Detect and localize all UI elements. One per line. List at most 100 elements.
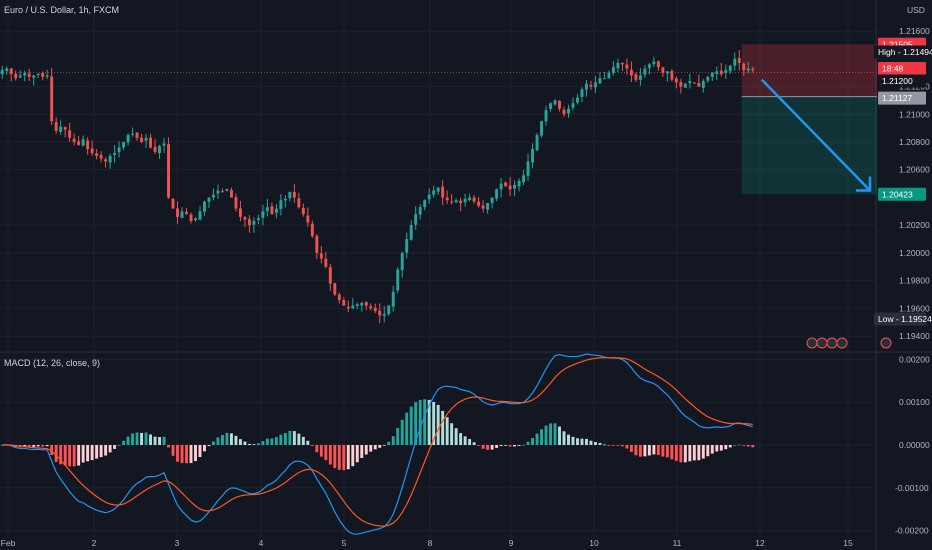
macd-panel xyxy=(0,353,755,535)
histogram-bar xyxy=(459,433,463,445)
candle-body xyxy=(346,306,350,309)
candle-body xyxy=(400,252,404,271)
histogram-bar xyxy=(490,445,494,450)
histogram-bar xyxy=(185,445,188,464)
histogram-bar xyxy=(683,445,687,463)
histogram-bar xyxy=(643,445,647,457)
histogram-bar xyxy=(378,445,382,448)
candle-body xyxy=(504,182,508,187)
histogram-bar xyxy=(346,445,350,470)
high-price-tag: High - 1.21494 xyxy=(878,47,932,57)
candle-body xyxy=(86,140,90,149)
candle-body xyxy=(81,139,85,146)
histogram-bar xyxy=(50,445,54,455)
histogram-bar xyxy=(176,445,179,462)
histogram-bar xyxy=(355,445,359,463)
price-tick-label: 1.20800 xyxy=(899,137,930,147)
histogram-bar xyxy=(400,419,404,445)
candle-body xyxy=(499,183,503,190)
histogram-bar xyxy=(72,445,76,467)
histogram-bar xyxy=(144,432,148,445)
histogram-bar xyxy=(104,445,108,456)
histogram-bar xyxy=(180,445,184,464)
candle-body xyxy=(414,214,418,225)
candle-body xyxy=(9,68,13,75)
time-tick-label: 10 xyxy=(589,538,599,548)
time-axis: Feb 2 3 4 5 8 9 10 11 12 15 xyxy=(1,538,853,548)
histogram-bar xyxy=(315,445,319,453)
histogram-bar xyxy=(701,445,705,459)
candle-body xyxy=(540,121,543,136)
histogram-bar xyxy=(270,438,274,445)
candle-body xyxy=(562,109,566,115)
histogram-bar xyxy=(746,445,750,447)
candle-body xyxy=(23,72,27,76)
candle-body xyxy=(468,197,472,201)
histogram-bar xyxy=(360,445,364,458)
candle-body xyxy=(531,148,535,163)
candle-body xyxy=(306,215,310,223)
histogram-bar xyxy=(369,445,373,452)
histogram-bar xyxy=(719,445,723,451)
event-flag-icon[interactable] xyxy=(806,337,818,349)
candle-body xyxy=(364,301,368,306)
signal-line xyxy=(2,356,753,527)
candle-body xyxy=(292,192,296,198)
candle-body xyxy=(140,137,144,143)
event-flag-icon[interactable] xyxy=(816,337,828,349)
candle-body xyxy=(454,200,458,203)
candle-body xyxy=(225,189,229,191)
candle-body xyxy=(104,159,108,162)
short-position-tool[interactable] xyxy=(0,44,877,195)
histogram-bar xyxy=(692,445,696,461)
histogram-bar xyxy=(274,437,278,445)
event-icons[interactable] xyxy=(806,337,892,349)
candle-body xyxy=(728,65,732,72)
target-price-tag-bg xyxy=(878,187,926,201)
histogram-bar xyxy=(737,444,741,446)
candle-body xyxy=(194,218,197,221)
candle-body xyxy=(576,97,579,103)
price-tick-label: 1.21000 xyxy=(899,109,930,119)
histogram-bar xyxy=(319,445,323,457)
histogram-bar xyxy=(301,436,305,445)
histogram-bar xyxy=(472,442,476,445)
histogram-bar xyxy=(576,438,579,445)
histogram-bar xyxy=(220,434,224,445)
time-tick-label: 5 xyxy=(342,538,347,548)
candle-body xyxy=(252,221,256,225)
histogram-bar xyxy=(391,436,395,445)
event-flag-icon[interactable] xyxy=(826,337,838,349)
histogram-bar xyxy=(95,445,99,459)
candle-body xyxy=(63,127,67,130)
candle-body xyxy=(522,175,526,183)
histogram-bar xyxy=(454,428,458,445)
event-flag-icon[interactable] xyxy=(836,337,848,349)
candle-body xyxy=(737,58,741,63)
histogram-bar xyxy=(113,445,117,449)
histogram-bar xyxy=(504,445,508,446)
histogram-bar xyxy=(310,445,314,446)
candle-body xyxy=(59,126,63,132)
candle-body xyxy=(436,187,440,192)
candle-body xyxy=(625,64,629,69)
histogram-bar xyxy=(77,445,81,466)
histogram-bar xyxy=(86,445,90,462)
histogram-bar xyxy=(122,440,126,445)
candle-body xyxy=(567,108,570,114)
histogram-bar xyxy=(468,439,472,445)
candle-body xyxy=(18,75,22,78)
candle-body xyxy=(472,197,476,202)
macd-tick-label: 0.00200 xyxy=(899,354,930,364)
price-tick-label: 1.19400 xyxy=(899,331,930,341)
histogram-bar xyxy=(414,402,418,445)
candle-body xyxy=(647,64,651,68)
histogram-bar xyxy=(387,441,391,445)
price-tick-label: 1.21600 xyxy=(899,26,930,36)
candle-body xyxy=(661,67,665,73)
event-flag-icon[interactable] xyxy=(880,337,892,349)
histogram-bar xyxy=(463,436,467,445)
candle-body xyxy=(638,75,642,80)
